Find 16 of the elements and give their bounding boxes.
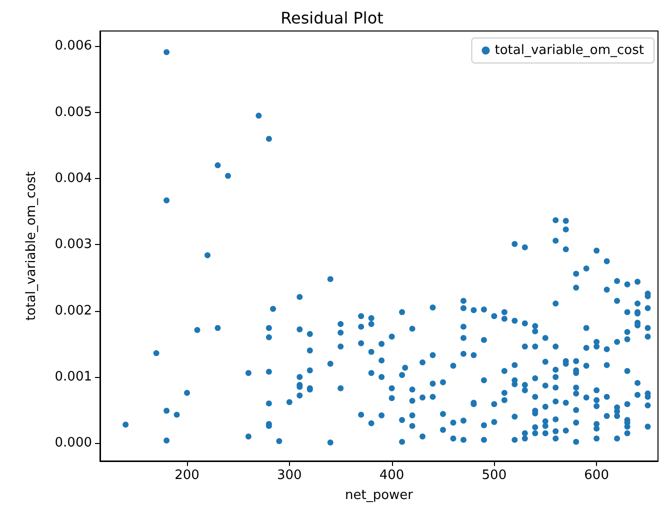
x-tick-label: 400: [379, 468, 404, 483]
x-tick-label: 300: [277, 468, 302, 483]
y-tick-label: 0.005: [54, 104, 92, 120]
chart-title: Residual Plot: [280, 8, 384, 28]
legend-label: total_variable_om_cost: [494, 43, 644, 58]
y-tick-label: 0.006: [54, 38, 92, 54]
y-tick-label: 0.001: [54, 369, 92, 384]
y-tick-label: 0.004: [54, 171, 92, 186]
x-tick-label: 600: [584, 468, 609, 483]
y-tick-label: 0.002: [54, 303, 92, 318]
y-tick-label: 0.000: [54, 436, 92, 451]
x-tick-label: 200: [174, 468, 200, 483]
y-tick-label: 0.003: [54, 237, 92, 252]
y-axis-title: total_variable_om_cost: [24, 171, 39, 321]
x-tick-label: 500: [482, 468, 507, 483]
x-axis-title: net_power: [344, 488, 414, 503]
